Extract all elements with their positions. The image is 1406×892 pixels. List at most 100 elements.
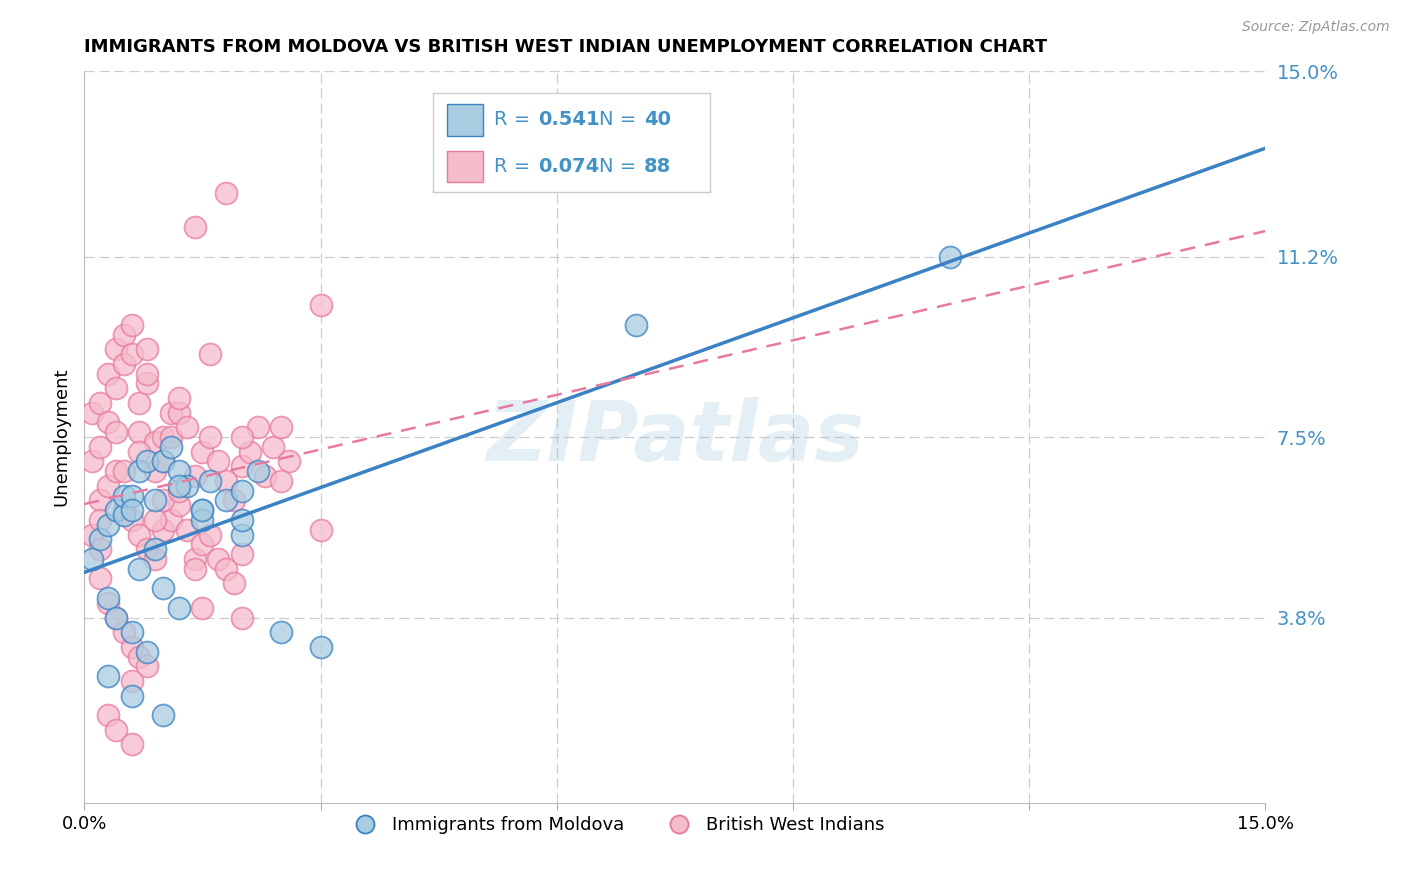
- Point: [128, 464, 150, 478]
- Point: [112, 508, 135, 522]
- Point: [183, 469, 205, 483]
- Point: [152, 581, 174, 595]
- Point: [200, 474, 222, 488]
- Point: [160, 513, 183, 527]
- Point: [231, 547, 253, 561]
- Point: [200, 347, 222, 361]
- Point: [104, 381, 127, 395]
- Point: [176, 523, 198, 537]
- Point: [89, 493, 111, 508]
- Point: [97, 367, 120, 381]
- Point: [160, 430, 183, 444]
- Point: [104, 425, 127, 440]
- Point: [104, 723, 127, 737]
- Point: [160, 440, 183, 454]
- Point: [136, 376, 159, 391]
- Point: [222, 576, 245, 591]
- Point: [143, 513, 166, 527]
- Point: [82, 552, 104, 566]
- Point: [89, 513, 111, 527]
- Point: [104, 503, 127, 517]
- Point: [152, 708, 174, 723]
- Point: [160, 406, 183, 420]
- Point: [246, 420, 269, 434]
- Point: [112, 625, 135, 640]
- Point: [191, 444, 214, 458]
- Point: [152, 454, 174, 468]
- Point: [128, 649, 150, 664]
- Point: [121, 640, 143, 654]
- Point: [215, 474, 238, 488]
- Point: [128, 396, 150, 410]
- Point: [215, 186, 238, 201]
- Point: [143, 552, 166, 566]
- Text: IMMIGRANTS FROM MOLDOVA VS BRITISH WEST INDIAN UNEMPLOYMENT CORRELATION CHART: IMMIGRANTS FROM MOLDOVA VS BRITISH WEST …: [84, 38, 1047, 56]
- Point: [183, 220, 205, 235]
- Point: [112, 357, 135, 371]
- Point: [152, 493, 174, 508]
- Point: [143, 434, 166, 449]
- Point: [121, 689, 143, 703]
- Point: [97, 517, 120, 532]
- Point: [624, 318, 647, 332]
- Point: [89, 533, 111, 547]
- Point: [939, 250, 962, 264]
- Point: [97, 708, 120, 723]
- Point: [143, 493, 166, 508]
- Point: [246, 464, 269, 478]
- Point: [176, 479, 198, 493]
- Point: [231, 513, 253, 527]
- Point: [121, 513, 143, 527]
- Point: [143, 464, 166, 478]
- Point: [121, 625, 143, 640]
- Point: [167, 464, 190, 478]
- Point: [89, 440, 111, 454]
- Point: [89, 396, 111, 410]
- Point: [222, 493, 245, 508]
- Point: [97, 669, 120, 683]
- Point: [82, 406, 104, 420]
- Point: [167, 600, 190, 615]
- Legend: Immigrants from Moldova, British West Indians: Immigrants from Moldova, British West In…: [340, 809, 891, 841]
- Text: ZIPatlas: ZIPatlas: [486, 397, 863, 477]
- Point: [231, 459, 253, 474]
- Point: [191, 503, 214, 517]
- Point: [183, 552, 205, 566]
- Point: [183, 562, 205, 576]
- Point: [176, 420, 198, 434]
- Point: [231, 527, 253, 541]
- Point: [278, 454, 301, 468]
- Point: [121, 737, 143, 751]
- Point: [262, 440, 284, 454]
- Point: [82, 454, 104, 468]
- Point: [112, 464, 135, 478]
- Point: [121, 489, 143, 503]
- Point: [167, 406, 190, 420]
- Point: [136, 542, 159, 557]
- Y-axis label: Unemployment: Unemployment: [52, 368, 70, 507]
- Point: [191, 503, 214, 517]
- Point: [121, 347, 143, 361]
- Point: [136, 343, 159, 357]
- Point: [89, 542, 111, 557]
- Point: [207, 552, 229, 566]
- Point: [167, 391, 190, 405]
- Point: [97, 479, 120, 493]
- Point: [104, 343, 127, 357]
- Point: [136, 367, 159, 381]
- Point: [112, 327, 135, 342]
- Point: [200, 430, 222, 444]
- Point: [215, 493, 238, 508]
- Point: [97, 596, 120, 610]
- Point: [136, 659, 159, 673]
- Point: [121, 673, 143, 688]
- Point: [152, 454, 174, 468]
- Point: [239, 444, 262, 458]
- Point: [270, 625, 292, 640]
- Point: [82, 527, 104, 541]
- Point: [191, 600, 214, 615]
- Point: [167, 479, 190, 493]
- Point: [309, 523, 332, 537]
- Point: [191, 513, 214, 527]
- Point: [254, 469, 277, 483]
